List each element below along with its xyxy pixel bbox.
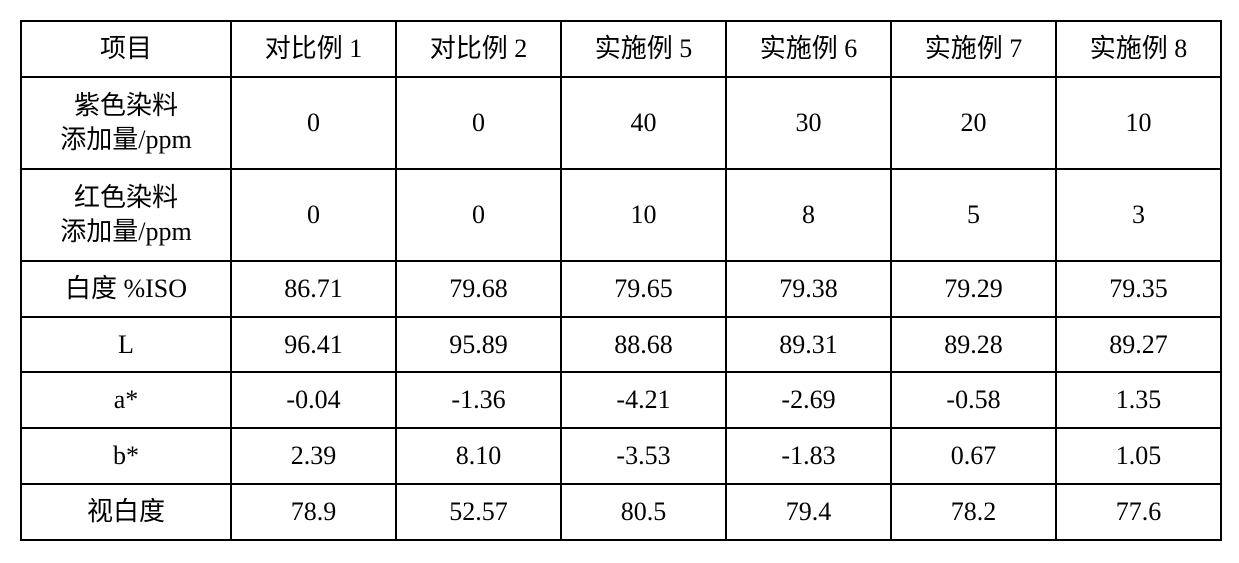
row-label: 视白度 <box>21 484 231 540</box>
cell: 88.68 <box>561 317 726 373</box>
cell: 79.38 <box>726 261 891 317</box>
cell: 89.27 <box>1056 317 1221 373</box>
cell: 78.2 <box>891 484 1056 540</box>
col-header-5: 实施例 7 <box>891 21 1056 77</box>
col-header-6: 实施例 8 <box>1056 21 1221 77</box>
cell: 20 <box>891 77 1056 169</box>
cell: 78.9 <box>231 484 396 540</box>
cell: 2.39 <box>231 428 396 484</box>
row-label: a* <box>21 372 231 428</box>
cell: 40 <box>561 77 726 169</box>
row-label: b* <box>21 428 231 484</box>
cell: 10 <box>561 169 726 261</box>
cell: 80.5 <box>561 484 726 540</box>
cell: 79.35 <box>1056 261 1221 317</box>
cell: 77.6 <box>1056 484 1221 540</box>
data-table-container: 项目 对比例 1 对比例 2 实施例 5 实施例 6 实施例 7 实施例 8 紫… <box>20 20 1220 541</box>
cell: -1.83 <box>726 428 891 484</box>
cell: 86.71 <box>231 261 396 317</box>
cell: 0.67 <box>891 428 1056 484</box>
cell: -1.36 <box>396 372 561 428</box>
table-row: b* 2.39 8.10 -3.53 -1.83 0.67 1.05 <box>21 428 1221 484</box>
cell: 0 <box>396 169 561 261</box>
table-row: 白度 %ISO 86.71 79.68 79.65 79.38 79.29 79… <box>21 261 1221 317</box>
col-header-2: 对比例 2 <box>396 21 561 77</box>
cell: 96.41 <box>231 317 396 373</box>
cell: -3.53 <box>561 428 726 484</box>
col-header-0: 项目 <box>21 21 231 77</box>
cell: -0.04 <box>231 372 396 428</box>
table-row: 视白度 78.9 52.57 80.5 79.4 78.2 77.6 <box>21 484 1221 540</box>
cell: 89.28 <box>891 317 1056 373</box>
row-label: 红色染料添加量/ppm <box>21 169 231 261</box>
cell: 95.89 <box>396 317 561 373</box>
cell: 89.31 <box>726 317 891 373</box>
cell: 30 <box>726 77 891 169</box>
table-row: 紫色染料添加量/ppm 0 0 40 30 20 10 <box>21 77 1221 169</box>
cell: 10 <box>1056 77 1221 169</box>
cell: 0 <box>231 77 396 169</box>
col-header-4: 实施例 6 <box>726 21 891 77</box>
cell: 79.65 <box>561 261 726 317</box>
cell: 5 <box>891 169 1056 261</box>
table-header-row: 项目 对比例 1 对比例 2 实施例 5 实施例 6 实施例 7 实施例 8 <box>21 21 1221 77</box>
cell: 0 <box>396 77 561 169</box>
table-row: L 96.41 95.89 88.68 89.31 89.28 89.27 <box>21 317 1221 373</box>
cell: -0.58 <box>891 372 1056 428</box>
data-table: 项目 对比例 1 对比例 2 实施例 5 实施例 6 实施例 7 实施例 8 紫… <box>20 20 1222 541</box>
row-label: L <box>21 317 231 373</box>
cell: -2.69 <box>726 372 891 428</box>
cell: 1.35 <box>1056 372 1221 428</box>
cell: 0 <box>231 169 396 261</box>
cell: 79.68 <box>396 261 561 317</box>
cell: 52.57 <box>396 484 561 540</box>
col-header-1: 对比例 1 <box>231 21 396 77</box>
cell: 79.29 <box>891 261 1056 317</box>
row-label: 紫色染料添加量/ppm <box>21 77 231 169</box>
cell: 1.05 <box>1056 428 1221 484</box>
col-header-3: 实施例 5 <box>561 21 726 77</box>
cell: 79.4 <box>726 484 891 540</box>
cell: 8.10 <box>396 428 561 484</box>
row-label: 白度 %ISO <box>21 261 231 317</box>
cell: 3 <box>1056 169 1221 261</box>
cell: 8 <box>726 169 891 261</box>
cell: -4.21 <box>561 372 726 428</box>
table-row: a* -0.04 -1.36 -4.21 -2.69 -0.58 1.35 <box>21 372 1221 428</box>
table-row: 红色染料添加量/ppm 0 0 10 8 5 3 <box>21 169 1221 261</box>
